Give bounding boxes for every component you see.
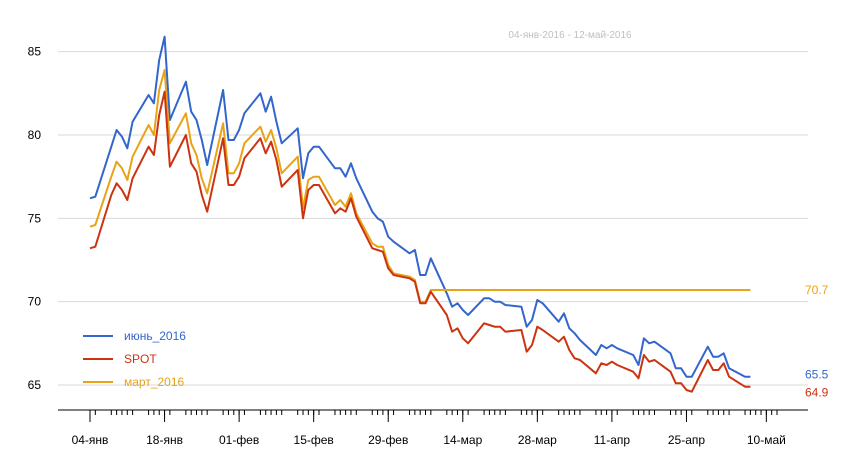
axes: 65 70 75 80 85 04-янв 18-янв 01-фев 15-фев 29-фев… [28, 45, 808, 447]
x-tick-label: 04-янв [72, 433, 109, 447]
y-tick-label: 65 [28, 378, 42, 392]
end-value-label: 70.7 [805, 283, 829, 297]
chart-subtitle: 04-янв-2016 - 12-май-2016 [508, 30, 632, 41]
x-tick-label: 25-апр [668, 433, 706, 447]
end-labels: 65.5 64.9 70.7 [805, 283, 829, 400]
x-tick-label: 10-май [747, 433, 786, 447]
x-tick-label: 29-фев [368, 433, 408, 447]
legend-label: SPOT [124, 352, 157, 366]
x-tick-label: 28-мар [518, 433, 557, 447]
y-tick-label: 75 [28, 211, 42, 225]
x-tick-label: 15-фев [294, 433, 334, 447]
legend: июнь_2016 SPOT март_2016 [83, 329, 186, 389]
x-tick-label: 14-мар [443, 433, 482, 447]
x-tick-label: 11-апр [594, 433, 631, 447]
end-value-label: 64.9 [805, 386, 829, 400]
series-line-июнь_2016 [89, 35, 751, 378]
legend-label: июнь_2016 [124, 329, 186, 343]
series-line-SPOT [89, 90, 751, 393]
y-tick-label: 70 [28, 295, 42, 309]
x-tick-label: 01-фев [219, 433, 259, 447]
y-tick-label: 80 [28, 128, 42, 142]
series-lines [89, 35, 751, 393]
legend-label: март_2016 [124, 375, 185, 389]
y-tick-label: 85 [28, 45, 42, 59]
end-value-label: 65.5 [805, 368, 829, 382]
x-tick-label: 18-янв [146, 433, 183, 447]
